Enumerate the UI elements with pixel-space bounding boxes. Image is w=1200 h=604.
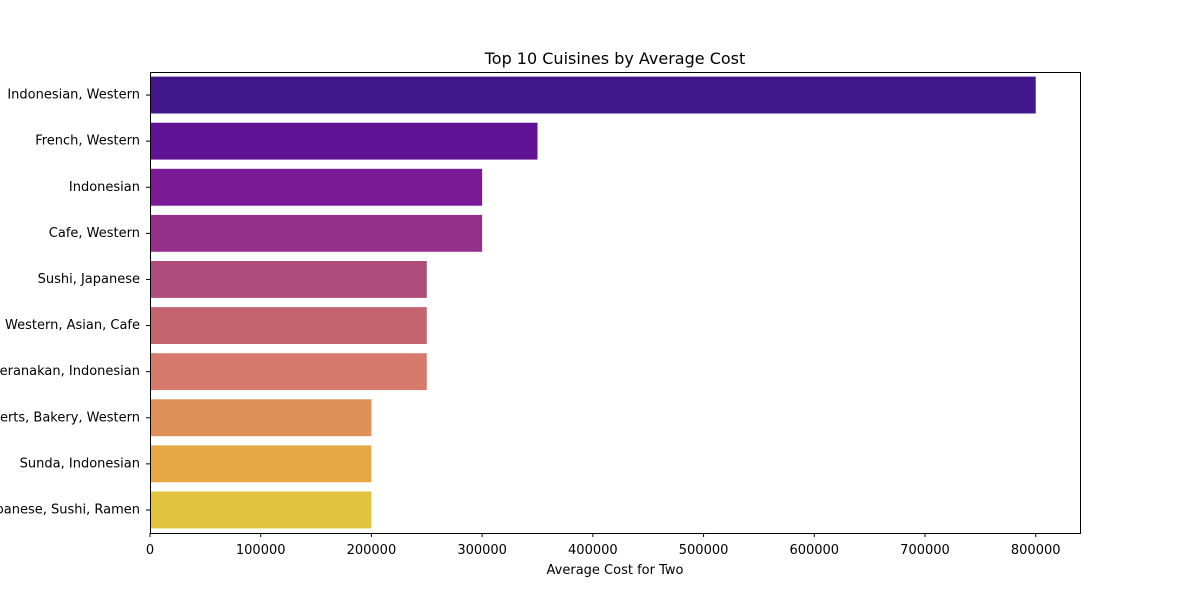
y-tick-label: Desserts, Bakery, Western bbox=[0, 410, 140, 425]
y-tick-label: Japanese, Sushi, Ramen bbox=[0, 502, 140, 517]
x-axis-label: Average Cost for Two bbox=[547, 563, 684, 578]
bar bbox=[150, 261, 427, 298]
x-tick-label: 500000 bbox=[679, 543, 729, 558]
bar bbox=[150, 168, 483, 206]
bar bbox=[150, 214, 483, 252]
bar bbox=[150, 445, 372, 483]
bars-layer bbox=[150, 76, 1036, 529]
x-tick-label: 600000 bbox=[789, 543, 839, 558]
y-tick-label: Western, Asian, Cafe bbox=[5, 318, 140, 333]
bar bbox=[150, 491, 372, 529]
x-tick-label: 300000 bbox=[457, 543, 507, 558]
plot-frame bbox=[150, 72, 1081, 534]
bar bbox=[150, 122, 538, 160]
y-tick-label: Indonesian, Western bbox=[7, 88, 140, 103]
bar bbox=[150, 76, 1036, 114]
y-tick-label: Sushi, Japanese bbox=[38, 272, 140, 287]
x-tick-label: 400000 bbox=[568, 543, 618, 558]
y-tick-label: Peranakan, Indonesian bbox=[0, 364, 140, 379]
bar bbox=[150, 307, 427, 344]
x-tick-label: 800000 bbox=[1011, 543, 1061, 558]
y-tick-label: Indonesian bbox=[69, 180, 140, 195]
y-tick-label: Sunda, Indonesian bbox=[20, 456, 140, 471]
bar bbox=[150, 399, 372, 437]
chart-title: Top 10 Cuisines by Average Cost bbox=[484, 49, 746, 68]
x-tick-label: 100000 bbox=[236, 543, 286, 558]
y-tick-label: Cafe, Western bbox=[49, 226, 140, 241]
bar bbox=[150, 353, 427, 391]
x-axis: 0 100000 200000 300000 400000 500000 600000 700… bbox=[146, 533, 1061, 558]
x-tick-label: 700000 bbox=[900, 543, 950, 558]
x-tick-label: 200000 bbox=[347, 543, 397, 558]
x-tick-label: 0 bbox=[146, 543, 154, 558]
y-tick-label: French, Western bbox=[35, 134, 140, 149]
y-axis: Indonesian, Western French, Western Indone… bbox=[0, 88, 150, 517]
